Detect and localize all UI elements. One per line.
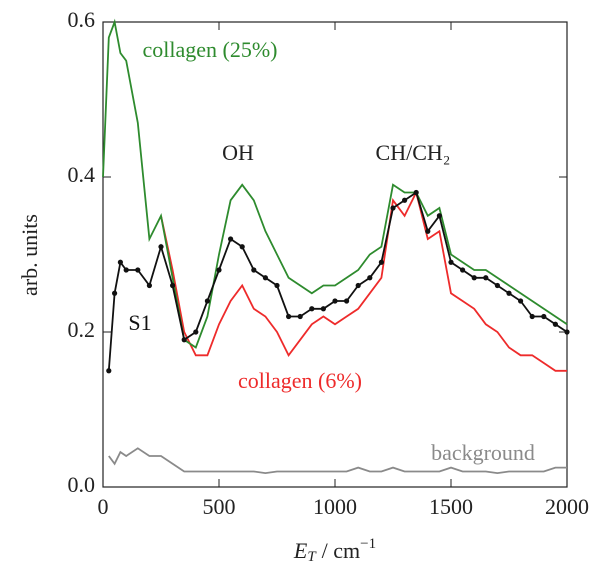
series-line (107, 191, 568, 371)
x-tick-label: 500 (203, 494, 236, 519)
x-tick-label: 1500 (429, 494, 473, 519)
x-tick-label: 0 (98, 494, 109, 519)
series-marker (112, 290, 118, 296)
x-label-subscript: T (307, 549, 317, 565)
series-marker (355, 282, 361, 289)
annotation: CH/CH₂ (376, 140, 451, 165)
y-tick-label: 0.6 (68, 7, 96, 32)
series-marker (239, 244, 245, 250)
series-marker (529, 313, 535, 320)
series-marker (146, 282, 152, 289)
series-marker (117, 259, 123, 265)
series-line (102, 18, 568, 349)
series-marker (170, 282, 176, 289)
series-marker (494, 282, 500, 289)
series-marker (483, 275, 489, 281)
series-label: collagen (6%) (238, 368, 362, 393)
y-tick-label: 0.4 (68, 162, 96, 187)
x-tick-label: 1000 (313, 494, 357, 519)
series-line (108, 447, 567, 475)
series-marker (390, 205, 396, 211)
series-marker (251, 267, 257, 273)
series-marker (274, 282, 280, 289)
series-label: collagen (25%) (143, 37, 278, 62)
x-tick-label: 2000 (545, 494, 589, 519)
series-marker (216, 267, 222, 273)
series-marker (204, 298, 210, 304)
series-marker (228, 236, 234, 242)
series-marker (123, 267, 129, 273)
series-label: background (431, 440, 535, 465)
series-marker (193, 329, 199, 335)
series-marker (552, 321, 559, 327)
x-label-symbol: E (293, 538, 308, 563)
series-marker (425, 228, 431, 234)
x-axis-label: ET / cm−1 (293, 536, 376, 565)
x-label-unit: / cm (322, 538, 361, 563)
series-label: S1 (128, 310, 151, 335)
series-marker (506, 290, 512, 296)
series-marker (158, 244, 164, 250)
series-marker (367, 275, 373, 281)
x-label-exponent: −1 (360, 536, 376, 552)
series-marker (320, 306, 326, 312)
series-marker (518, 298, 524, 304)
series-marker (460, 267, 466, 273)
series-marker (262, 275, 268, 281)
series-marker (309, 306, 315, 312)
series-marker (402, 197, 408, 203)
series-marker (332, 298, 338, 304)
series-marker (413, 189, 419, 196)
series-marker (378, 259, 384, 265)
y-tick-label: 0.0 (68, 472, 96, 497)
series-marker (135, 267, 141, 273)
annotation: OH (222, 140, 254, 165)
series-marker (541, 313, 547, 320)
series-marker (448, 259, 454, 265)
y-tick-label: 0.2 (68, 317, 96, 342)
series-marker (471, 275, 477, 281)
series-marker (297, 313, 303, 320)
series-marker (181, 337, 187, 343)
series-line (160, 189, 567, 372)
series-marker (344, 298, 350, 304)
series-marker (436, 213, 442, 219)
y-axis-label: arb. units (17, 214, 42, 296)
series-marker (286, 313, 292, 320)
series-marker (564, 329, 570, 335)
series-marker (106, 368, 112, 374)
plot-frame (102, 21, 568, 488)
